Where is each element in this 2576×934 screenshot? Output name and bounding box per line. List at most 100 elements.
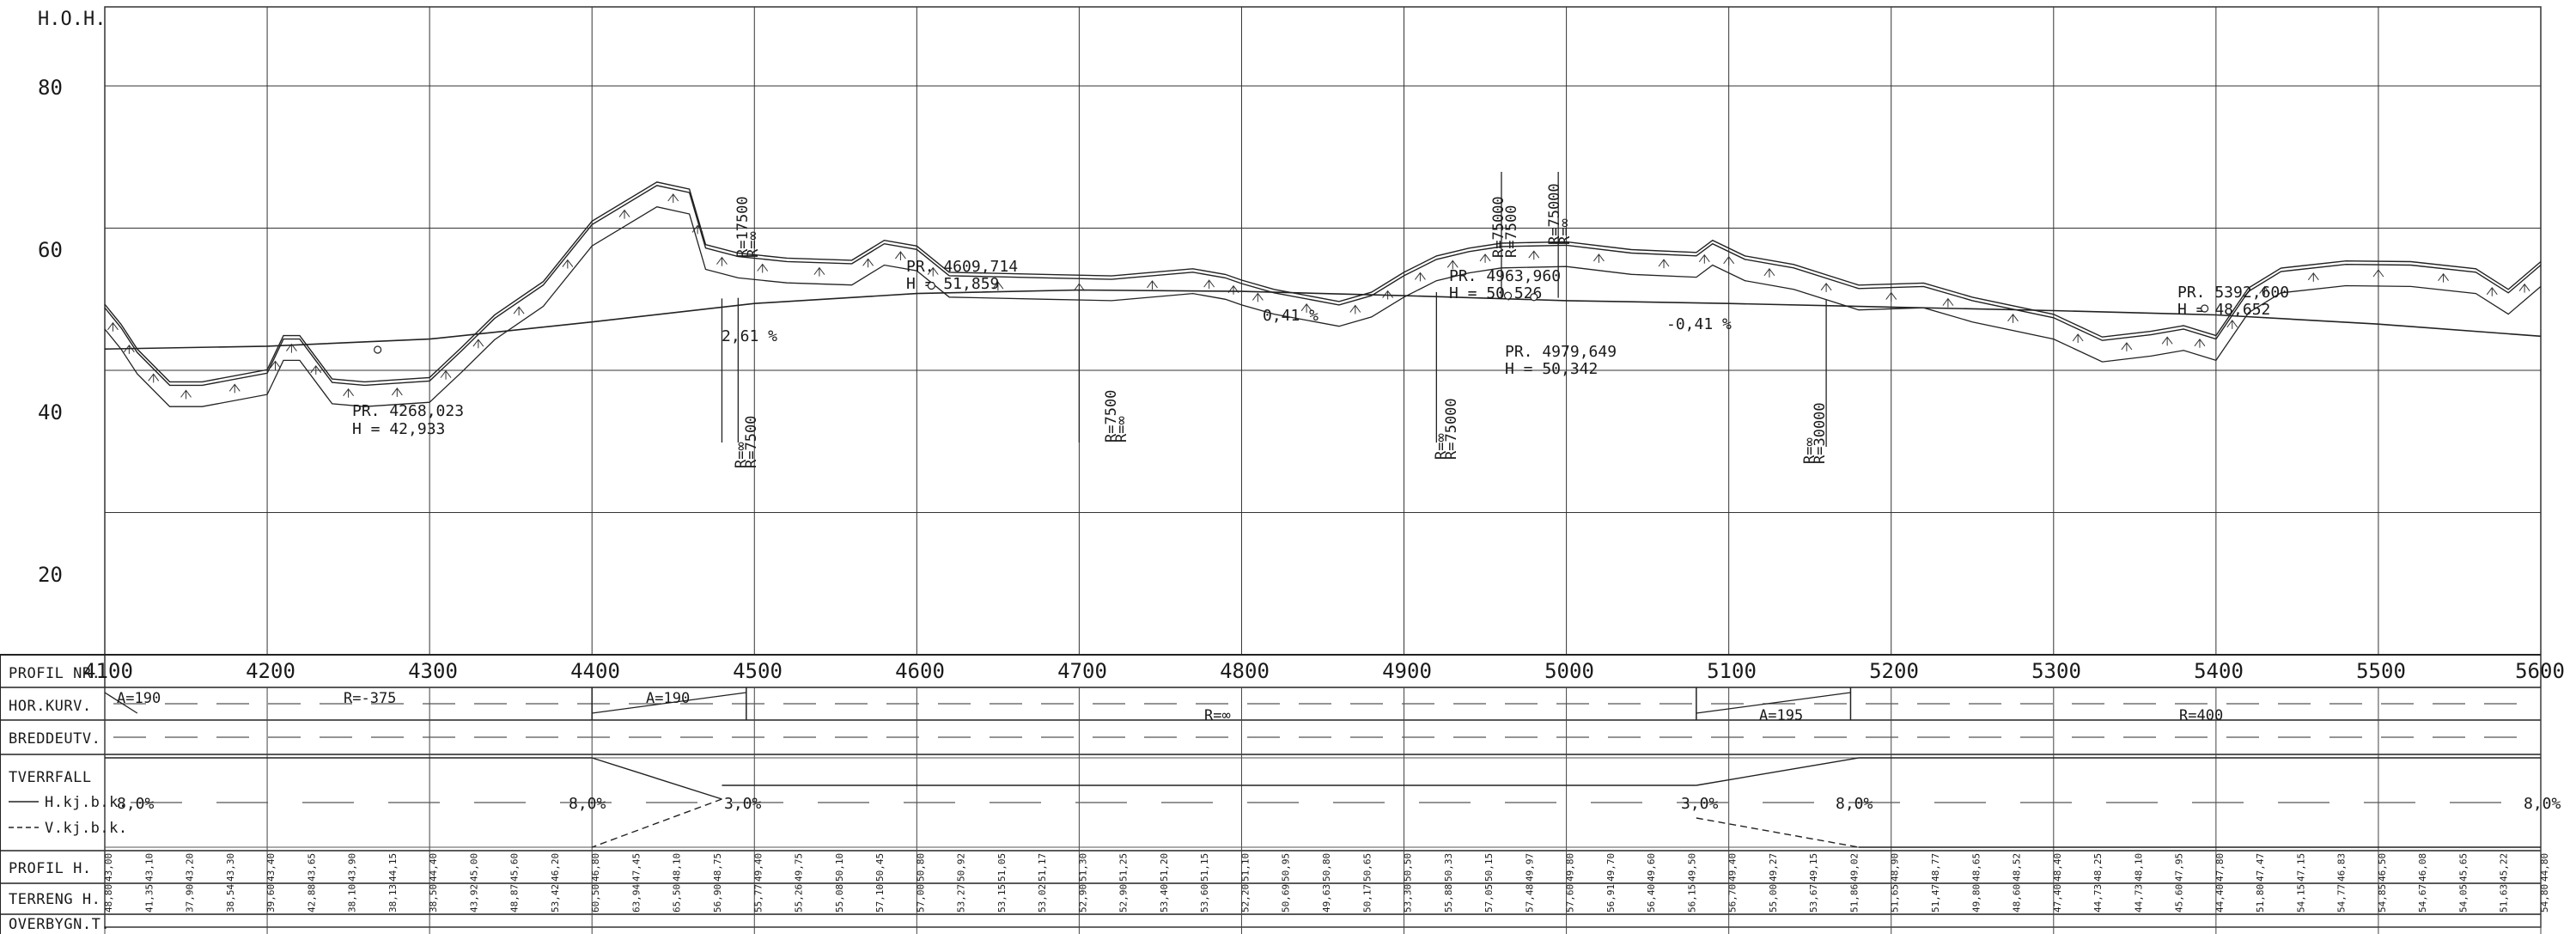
terrain-hatch [1227,284,1239,295]
terreng-h-value: 57,60 [1565,884,1576,913]
terrain-hatch [2259,285,2270,296]
profil-h-value: 50,50 [1403,853,1414,882]
tverrfall-value: 8,0% [117,795,155,813]
profil-h-value: 49,27 [1768,853,1779,882]
profil-h-value: 49,15 [1808,853,1819,882]
profil-h-value: 47,80 [2214,853,2226,882]
terrain-hatch [1251,292,1264,302]
profil-h-value: 49,70 [1605,853,1617,882]
terrain-hatch [2438,272,2449,283]
terrain-hatch [1885,291,1897,302]
profil-h-value: 49,40 [752,853,764,882]
hor-curve-label: R=-375 [344,690,396,707]
profil-h-value: 51,17 [1037,853,1048,882]
profil-h-value: 43,90 [347,853,358,882]
terreng-h-value: 37,90 [185,884,196,913]
profil-h-value: 50,95 [1281,853,1292,882]
x-tick-5600: 5600 [2515,659,2565,683]
x-tick-4600: 4600 [895,659,945,683]
design-profile-line [104,289,2542,350]
label-profil-h: PROFIL H. [9,860,92,877]
hor-curve-clothoid [1696,692,1851,714]
profil-h-value: 51,10 [1239,853,1251,882]
terrain-hatch [1147,280,1158,290]
height-axis-unit: H.O.H. [38,9,107,30]
terrain-hatch [310,364,322,375]
profil-h-value: 48,77 [1930,853,1941,882]
hor-curve-label: R=∞ [1204,707,1231,724]
profil-h-value: 50,10 [834,853,845,882]
terreng-h-value: 53,30 [1403,884,1414,913]
profil-h-value: 46,08 [2417,853,2428,882]
label-hkj: H.kj.b.k. [45,794,128,811]
terrain-hatch [1942,297,1954,308]
terreng-h-value: 54,77 [2336,884,2348,913]
x-tick-4500: 4500 [733,659,783,683]
terreng-h-value: 52,20 [1239,884,1251,913]
profil-h-value: 50,92 [956,853,967,882]
vertical-radius-label: R=∞ [1801,437,1818,464]
terreng-h-value: 51,86 [1848,884,1860,913]
profil-h-value: 48,90 [1890,853,1901,882]
terrain-hatch [927,266,939,277]
profil-h-value: 43,20 [185,853,196,882]
terreng-h-value: 44,40 [2214,884,2226,913]
tverrfall-segment [591,798,722,848]
y-tick-60: 60 [38,238,63,262]
profil-h-value: 44,80 [2539,853,2550,882]
profil-h-value: 47,45 [630,853,642,882]
tverrfall-value: 3,0% [1681,795,1719,813]
terreng-h-value: 51,65 [1890,884,1901,913]
terrain-hatch [1349,304,1361,314]
profil-h-value: 48,75 [712,853,723,882]
profil-h-value: 49,97 [1524,853,1535,882]
x-tick-4700: 4700 [1057,659,1107,683]
profil-h-value: 49,02 [1848,853,1860,882]
vertical-radius-label: R=30000 [1812,402,1829,464]
terreng-h-value: 53,60 [1199,884,1210,913]
terrain-hatch [1300,303,1312,313]
x-tick-4300: 4300 [408,659,458,683]
terreng-h-value: 55,26 [794,884,805,913]
vertical-radius-label: R=75000 [1546,183,1563,245]
profil-h-value: 49,60 [1646,853,1657,882]
profile-annotation: PR. 4609,714 [906,258,1018,276]
profil-h-value: 50,15 [1483,853,1495,882]
profil-h-value: 45,60 [509,853,521,882]
terrain-hatch [2072,333,2084,344]
profil-h-value: 46,83 [2336,853,2348,882]
x-tick-4400: 4400 [570,659,620,683]
profil-h-value: 49,40 [1727,853,1739,882]
profil-h-value: 48,10 [2133,853,2144,882]
x-tick-5400: 5400 [2194,659,2244,683]
tverrfall-segment [591,757,722,800]
tverrfall-segment [1696,817,1860,848]
terrain-hatch [992,281,1004,291]
data-bands [0,654,2542,934]
vertical-radius-label: R=7500 [1503,205,1520,258]
terreng-h-value: 54,80 [2539,884,2550,913]
terreng-h-value: 57,10 [874,884,886,913]
terreng-h-value: 53,40 [1159,884,1170,913]
hor-curve-label: A=195 [1759,707,1803,724]
terreng-h-value: 53,42 [550,884,561,913]
hor-curve-clothoid [592,692,746,714]
chart-frame [104,6,2542,928]
terrain-hatch [667,193,679,203]
tverrfall-value: 8,0% [569,795,606,813]
label-profil-nr: PROFIL NR. [9,665,101,682]
label-tverrfall: TVERRFALL [9,769,92,786]
terreng-h-value: 48,60 [2012,884,2023,913]
profil-h-value: 43,00 [103,853,114,882]
x-tick-4800: 4800 [1220,659,1270,683]
profil-h-value: 47,95 [2174,853,2185,882]
vertical-radius-label: R=75000 [1490,196,1507,258]
terreng-h-value: 45,60 [2174,884,2185,913]
profil-h-value: 48,25 [2092,853,2104,882]
terrain-line [104,185,2542,387]
terreng-h-value: 55,08 [834,884,845,913]
terreng-h-value: 38,13 [387,884,399,913]
profil-h-value: 43,30 [225,853,236,882]
